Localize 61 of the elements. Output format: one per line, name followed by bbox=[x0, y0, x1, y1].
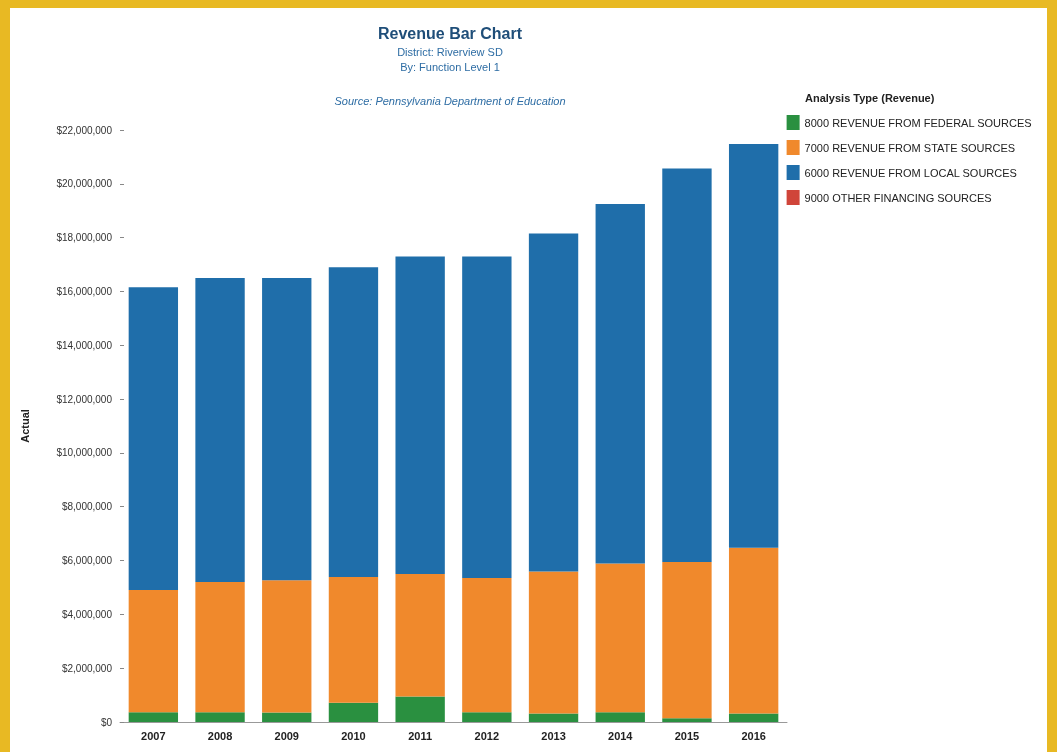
bar bbox=[462, 578, 512, 713]
y-axis-title: Actual bbox=[18, 409, 31, 443]
legend-label: 9000 OTHER FINANCING SOURCES bbox=[804, 191, 992, 204]
x-tick-label: 2014 bbox=[608, 729, 634, 742]
bar bbox=[395, 696, 445, 722]
bar bbox=[195, 582, 245, 713]
bar bbox=[395, 574, 445, 697]
bar bbox=[662, 168, 712, 562]
y-tick-label: $8,000,000 bbox=[61, 501, 113, 513]
y-tick-label: $18,000,000 bbox=[56, 232, 113, 244]
bar bbox=[728, 713, 779, 722]
bar bbox=[595, 204, 645, 564]
bar bbox=[328, 267, 379, 577]
bar bbox=[328, 702, 379, 722]
y-tick-label: $6,000,000 bbox=[61, 555, 113, 567]
bar bbox=[595, 712, 645, 722]
bar bbox=[262, 580, 312, 713]
x-tick-label: 2012 bbox=[474, 729, 500, 742]
legend-label: 6000 REVENUE FROM LOCAL SOURCES bbox=[804, 166, 1017, 179]
x-tick-label: 2016 bbox=[741, 729, 766, 742]
y-tick-label: $2,000,000 bbox=[61, 662, 113, 674]
bar bbox=[262, 278, 312, 581]
bar bbox=[128, 589, 179, 713]
bar bbox=[262, 712, 312, 722]
y-tick-label: $10,000,000 bbox=[56, 447, 113, 459]
bar bbox=[128, 712, 179, 722]
x-tick-label: 2007 bbox=[141, 729, 166, 742]
y-tick-label: $16,000,000 bbox=[56, 285, 113, 297]
y-tick-label: $4,000,000 bbox=[61, 608, 113, 620]
x-tick-label: 2010 bbox=[341, 729, 366, 742]
bar bbox=[195, 712, 245, 722]
y-tick-label: $14,000,000 bbox=[56, 339, 113, 351]
y-tick-label: $0 bbox=[100, 716, 113, 728]
bar bbox=[528, 571, 579, 714]
chart-subtitle: District: Riverview SD By: Function Level 1 bbox=[397, 45, 503, 73]
bar bbox=[462, 256, 512, 579]
x-tick-label: 2008 bbox=[207, 729, 233, 742]
x-tick-label: 2015 bbox=[674, 729, 700, 742]
bar bbox=[728, 143, 779, 548]
bar bbox=[595, 563, 645, 713]
bar bbox=[728, 547, 779, 714]
bar bbox=[462, 712, 512, 722]
x-tick-label: 2013 bbox=[541, 729, 566, 742]
x-tick-label: 2009 bbox=[274, 729, 299, 742]
bar bbox=[528, 713, 579, 722]
source-note: Source: Pennsylvania Department of Education bbox=[334, 94, 566, 107]
bar bbox=[128, 287, 179, 590]
legend-label: 7000 REVENUE FROM STATE SOURCES bbox=[804, 141, 1016, 154]
legend-title: Analysis Type (Revenue) bbox=[805, 91, 935, 104]
x-tick-label: 2011 bbox=[408, 729, 433, 742]
bar bbox=[528, 233, 579, 572]
y-tick-label: $20,000,000 bbox=[56, 178, 113, 190]
legend-label: 8000 REVENUE FROM FEDERAL SOURCES bbox=[804, 116, 1032, 129]
bar bbox=[328, 576, 379, 703]
bar bbox=[395, 256, 445, 574]
bar bbox=[662, 561, 712, 719]
chart-title: Revenue Bar Chart bbox=[377, 24, 523, 42]
bar bbox=[662, 718, 712, 722]
y-tick-label: $22,000,000 bbox=[56, 124, 113, 136]
bar bbox=[195, 278, 245, 583]
y-tick-label: $12,000,000 bbox=[56, 393, 113, 405]
